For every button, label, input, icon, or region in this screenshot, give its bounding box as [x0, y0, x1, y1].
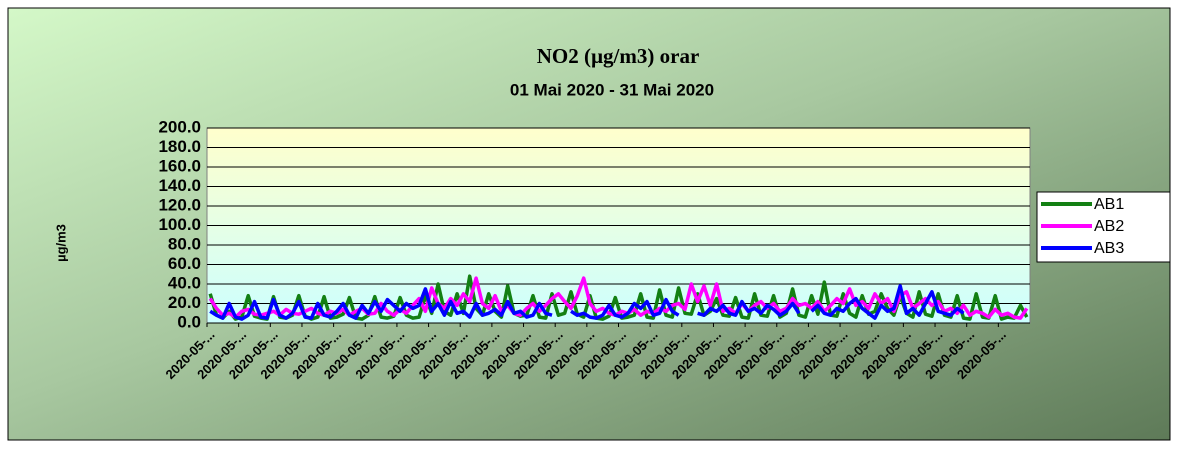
y-tick-label: 160.0: [158, 156, 201, 175]
y-axis-label: µg/m3: [53, 224, 68, 262]
legend-label: AB3: [1094, 240, 1124, 257]
y-tick-label: 60.0: [168, 254, 201, 273]
chart-title: NO2 (µg/m3) orar: [537, 44, 700, 68]
y-tick-label: 20.0: [168, 293, 201, 312]
y-tick-label: 200.0: [158, 117, 201, 136]
y-tick-label: 180.0: [158, 137, 201, 156]
series-line: [209, 284, 965, 321]
y-tick-label: 120.0: [158, 195, 201, 214]
chart-subtitle: 01 Mai 2020 - 31 Mai 2020: [510, 80, 714, 99]
y-tick-label: 80.0: [168, 234, 201, 253]
legend-label: AB1: [1094, 196, 1124, 213]
y-tick-label: 0.0: [177, 312, 201, 331]
y-tick-label: 100.0: [158, 215, 201, 234]
legend-label: AB2: [1094, 218, 1124, 235]
y-tick-label: 40.0: [168, 273, 201, 292]
y-tick-label: 140.0: [158, 176, 201, 195]
